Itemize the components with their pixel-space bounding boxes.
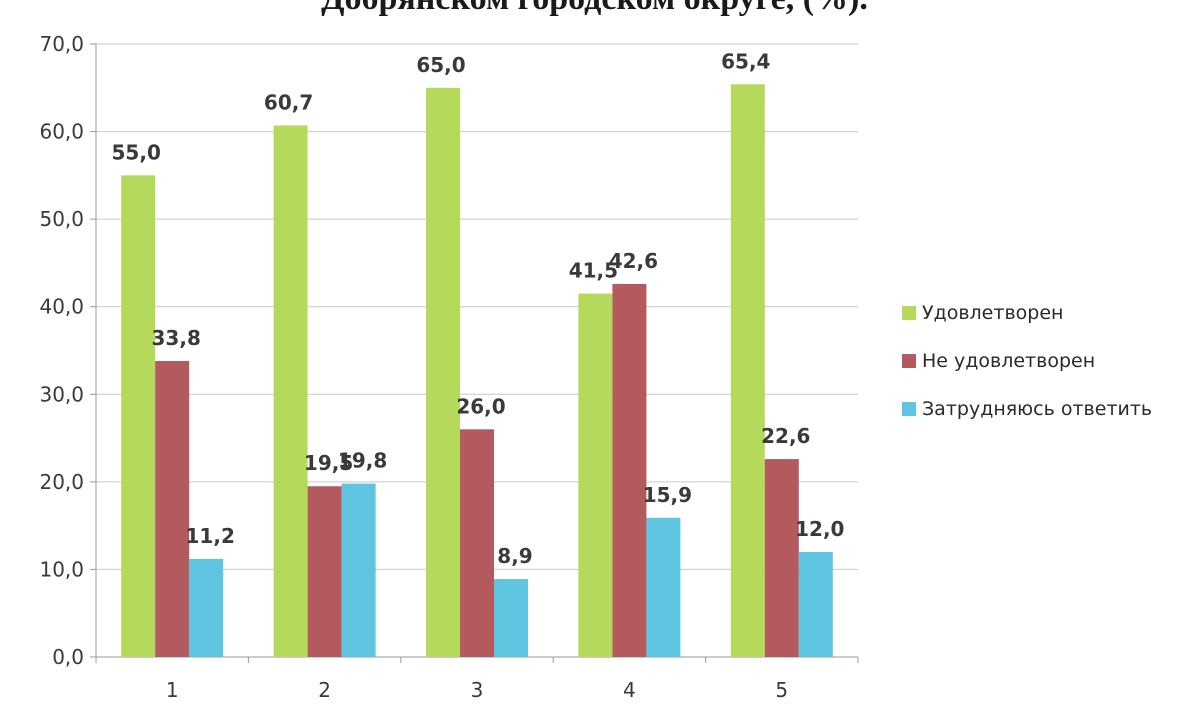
x-tick-label: 4 [623, 678, 636, 702]
data-label: 60,7 [264, 90, 313, 114]
data-label: 41,5 [569, 259, 618, 283]
legend-label: Затрудняюсь ответить [922, 398, 1153, 420]
bar [460, 429, 494, 657]
bar [612, 283, 647, 657]
bar [121, 175, 156, 657]
legend-label: Удовлетворен [922, 302, 1064, 324]
legend-label: Не удовлетворен [922, 350, 1096, 372]
data-label: 11,2 [186, 524, 235, 548]
tick-labels: 0,0 10,0 20,0 30,0 40,0 50,0 60,0 70,0 1 2 3 4 5 [39, 32, 788, 702]
y-tick-label: 70,0 [39, 32, 84, 56]
y-tick-label: 10,0 [39, 557, 84, 581]
bar [273, 125, 308, 658]
data-label: 33,8 [152, 326, 201, 350]
data-label: 65,0 [416, 53, 465, 77]
data-label: 8,9 [497, 544, 532, 568]
legend-item: Удовлетворен [902, 300, 1152, 326]
legend-swatch [902, 402, 916, 416]
data-label: 65,4 [721, 49, 770, 73]
y-tick-label: 40,0 [39, 295, 84, 319]
bar [764, 459, 799, 657]
data-label: 15,9 [643, 483, 692, 507]
y-tick-label: 50,0 [39, 207, 84, 231]
bar [155, 361, 190, 657]
y-tick-label: 60,0 [39, 120, 84, 144]
x-tick-label: 5 [775, 678, 788, 702]
bar [578, 293, 613, 657]
bar [341, 483, 376, 657]
data-label: 42,6 [609, 249, 658, 273]
data-labels: 55,0 60,7 65,0 41,5 65,4 33,8 19,5 26,0 42,6 22,6… [112, 49, 845, 568]
bar [730, 84, 765, 658]
data-label: 19,5 [304, 451, 353, 475]
legend-item: Не удовлетворен [902, 348, 1152, 374]
legend-swatch [902, 306, 916, 320]
bar [494, 579, 528, 657]
bar [646, 517, 681, 657]
bar [307, 486, 342, 657]
x-tick-label: 3 [471, 678, 484, 702]
bars [121, 84, 833, 658]
data-label: 12,0 [795, 517, 844, 541]
chart-title: Добрянском городском округе, (%). [0, 0, 1189, 18]
y-tick-label: 20,0 [39, 470, 84, 494]
data-label: 55,0 [112, 140, 161, 164]
legend-swatch [902, 354, 916, 368]
data-label: 22,6 [761, 424, 810, 448]
legend: Удовлетворен Не удовлетворен Затрудняюсь о… [902, 300, 1152, 444]
data-label: 19,8 [338, 449, 387, 473]
x-tick-label: 2 [318, 678, 331, 702]
bar [189, 558, 224, 657]
x-tick-label: 1 [166, 678, 179, 702]
legend-item: Затрудняюсь ответить [902, 396, 1152, 422]
bar [426, 87, 460, 658]
y-tick-label: 0,0 [52, 645, 84, 669]
y-tick-label: 30,0 [39, 382, 84, 406]
bar [798, 551, 833, 657]
data-label: 26,0 [456, 394, 505, 418]
